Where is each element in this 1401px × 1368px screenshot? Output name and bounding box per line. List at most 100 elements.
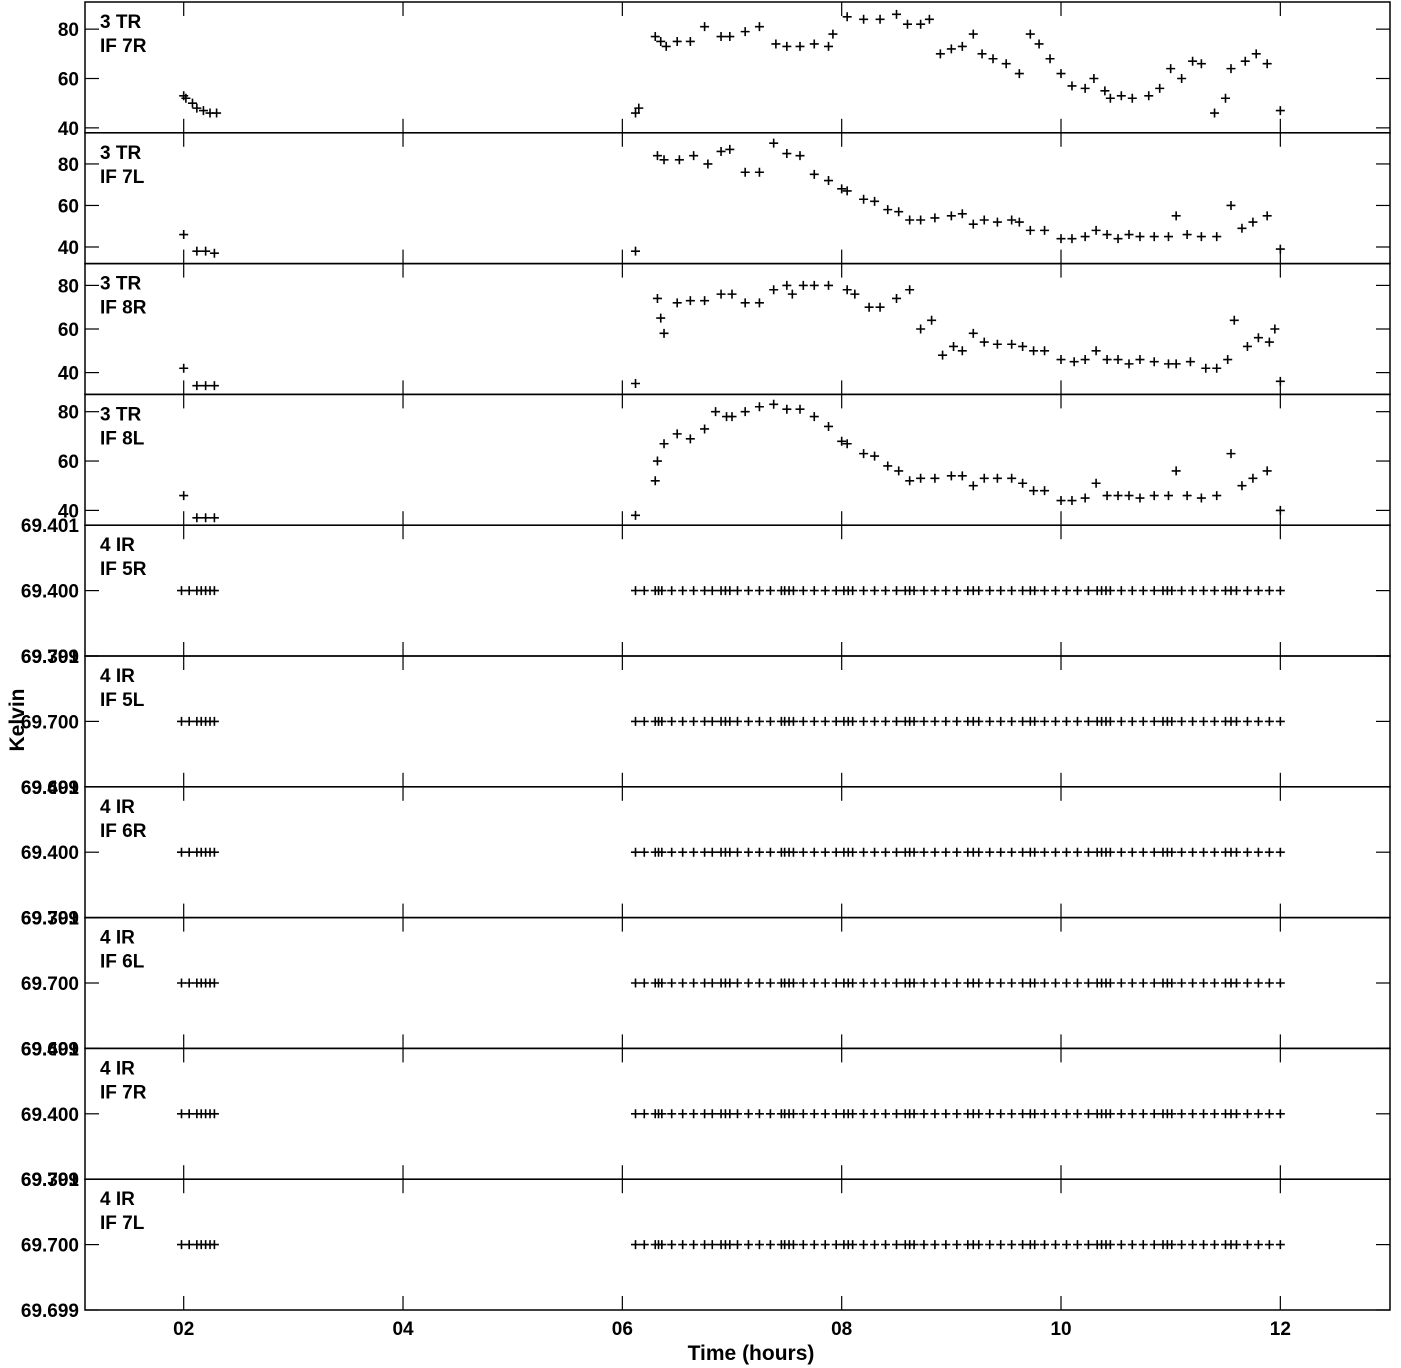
y-tick-label: 69.399: [21, 1170, 79, 1191]
data-point: [1080, 83, 1090, 93]
data-point: [1167, 716, 1177, 726]
panel-label-line1: 4 IR: [100, 797, 135, 818]
y-tick-label: 80: [58, 155, 79, 176]
data-point: [1210, 716, 1220, 726]
data-point: [1127, 847, 1137, 857]
data-point: [1051, 586, 1061, 596]
data-point: [1113, 491, 1123, 501]
data-point: [700, 716, 710, 726]
data-point: [957, 471, 967, 481]
data-point: [788, 978, 798, 988]
y-tick-label: 40: [58, 501, 79, 522]
data-point: [1113, 355, 1123, 365]
data-point: [659, 328, 669, 338]
data-point: [824, 41, 834, 51]
data-point: [1018, 586, 1028, 596]
data-point: [1138, 716, 1148, 726]
data-point: [787, 289, 797, 299]
data-point: [678, 716, 688, 726]
data-point: [842, 186, 852, 196]
data-point: [1051, 847, 1061, 857]
data-point: [1040, 225, 1050, 235]
data-point: [870, 978, 880, 988]
x-axis-title: Time (hours): [688, 1342, 815, 1365]
data-point: [1018, 478, 1028, 488]
data-point: [820, 978, 830, 988]
panel-label-line2: IF 5R: [100, 559, 147, 580]
data-point: [1051, 716, 1061, 726]
panel-label-line2: IF 8L: [100, 428, 145, 449]
data-point: [1144, 91, 1154, 101]
data-point: [631, 379, 641, 388]
data-point: [909, 1109, 919, 1119]
data-point: [1229, 315, 1239, 325]
data-point: [725, 1240, 735, 1250]
data-point: [656, 313, 666, 323]
data-point: [909, 847, 919, 857]
data-point: [1166, 64, 1176, 74]
data-point: [946, 44, 956, 54]
data-point: [809, 978, 819, 988]
data-point: [1105, 847, 1115, 857]
y-tick-label: 69.399: [21, 909, 79, 930]
data-point: [1040, 586, 1050, 596]
data-point: [1001, 59, 1011, 69]
data-point: [979, 337, 989, 347]
data-point: [1007, 339, 1017, 349]
data-point: [743, 978, 753, 988]
data-point: [678, 978, 688, 988]
data-point: [941, 847, 951, 857]
data-point: [1007, 473, 1017, 483]
data-point: [1210, 1240, 1220, 1250]
data-point: [788, 716, 798, 726]
data-point: [209, 381, 219, 391]
data-point: [754, 978, 764, 988]
data-point: [1072, 586, 1082, 596]
panel-label-line1: 4 IR: [100, 928, 135, 949]
data-point: [930, 716, 940, 726]
data-point: [809, 169, 819, 179]
data-point: [678, 586, 688, 596]
data-point: [201, 246, 211, 256]
data-point: [1067, 496, 1077, 506]
data-point: [212, 108, 222, 118]
data-point: [652, 456, 662, 466]
data-point: [1275, 978, 1285, 988]
data-point: [919, 586, 929, 596]
data-point: [848, 1109, 858, 1119]
data-point: [848, 586, 858, 596]
data-point: [824, 176, 834, 186]
data-point: [837, 184, 847, 194]
y-tick-label: 69.701: [21, 909, 80, 930]
data-point: [201, 513, 211, 523]
data-point: [634, 103, 644, 113]
data-point: [209, 716, 219, 726]
data-point: [1163, 232, 1173, 242]
data-point: [733, 978, 742, 988]
data-point: [892, 9, 902, 19]
data-point: [179, 230, 189, 240]
data-point: [941, 1240, 951, 1250]
data-point: [870, 196, 880, 206]
x-axis: 02 04 06 08 10 12: [173, 1319, 1291, 1340]
data-point: [700, 296, 710, 306]
data-point: [1018, 847, 1028, 857]
data-point: [916, 324, 926, 334]
data-point: [1056, 355, 1066, 365]
data-point: [727, 289, 737, 299]
data-point: [946, 211, 956, 221]
data-point: [689, 978, 699, 988]
data-point: [1072, 978, 1082, 988]
data-point: [179, 363, 189, 373]
data-point: [198, 106, 208, 116]
data-point: [809, 1240, 819, 1250]
data-point: [1014, 69, 1024, 79]
data-point: [631, 847, 641, 857]
y-tick-label: 69.700: [21, 712, 79, 733]
data-point: [1034, 39, 1044, 49]
data-point: [1212, 363, 1222, 373]
data-point: [740, 298, 750, 308]
data-point: [1167, 586, 1177, 596]
data-point: [672, 429, 682, 439]
